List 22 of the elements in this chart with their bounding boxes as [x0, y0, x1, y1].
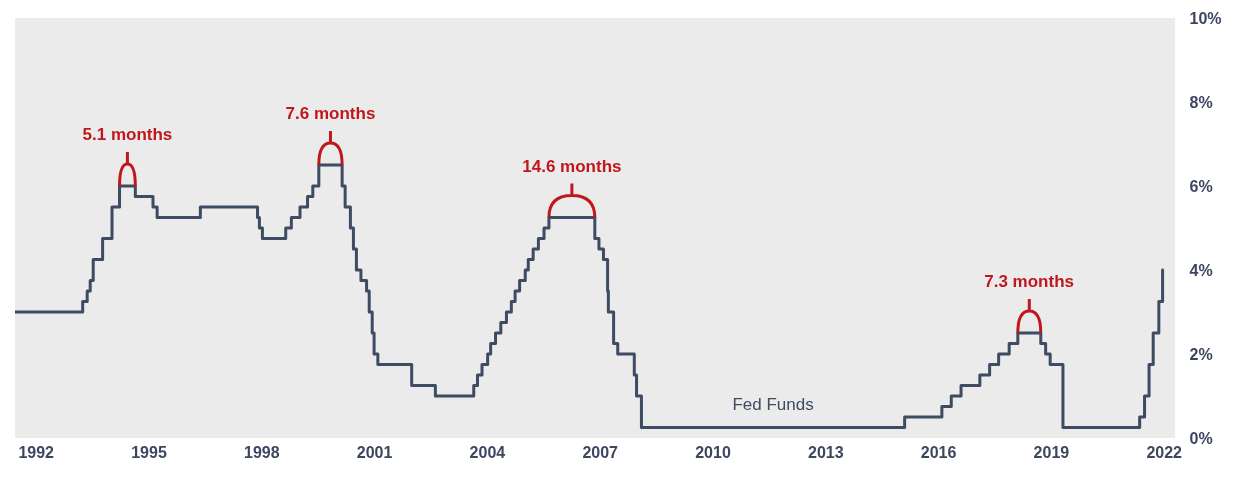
y-tick-label: 10% — [1189, 9, 1222, 27]
x-tick-label: 2007 — [582, 443, 619, 461]
series-label: Fed Funds — [732, 394, 814, 414]
y-tick-label: 0% — [1189, 429, 1213, 447]
x-tick-label: 2022 — [1146, 443, 1183, 461]
x-tick-label: 2016 — [920, 443, 957, 461]
y-tick-label: 4% — [1189, 261, 1213, 279]
x-tick-label: 2001 — [356, 443, 393, 461]
annotation: 14.6 months — [522, 156, 622, 176]
x-tick-label: 2004 — [469, 443, 506, 461]
x-tick-label: 1995 — [131, 443, 167, 461]
annotation: 7.3 months — [984, 272, 1074, 291]
x-tick-label: 2019 — [1033, 443, 1070, 461]
y-tick-label: 2% — [1189, 345, 1213, 363]
x-tick-label: 2013 — [808, 443, 844, 461]
annotation: 5.1 months — [82, 125, 173, 144]
x-tick-label: 2010 — [695, 443, 731, 461]
x-tick-label: 1992 — [18, 443, 55, 461]
y-tick-label: 6% — [1189, 177, 1213, 195]
y-tick-label: 8% — [1189, 93, 1213, 111]
annotation: 7.6 months — [285, 104, 376, 123]
x-tick-label: 1998 — [243, 443, 280, 461]
